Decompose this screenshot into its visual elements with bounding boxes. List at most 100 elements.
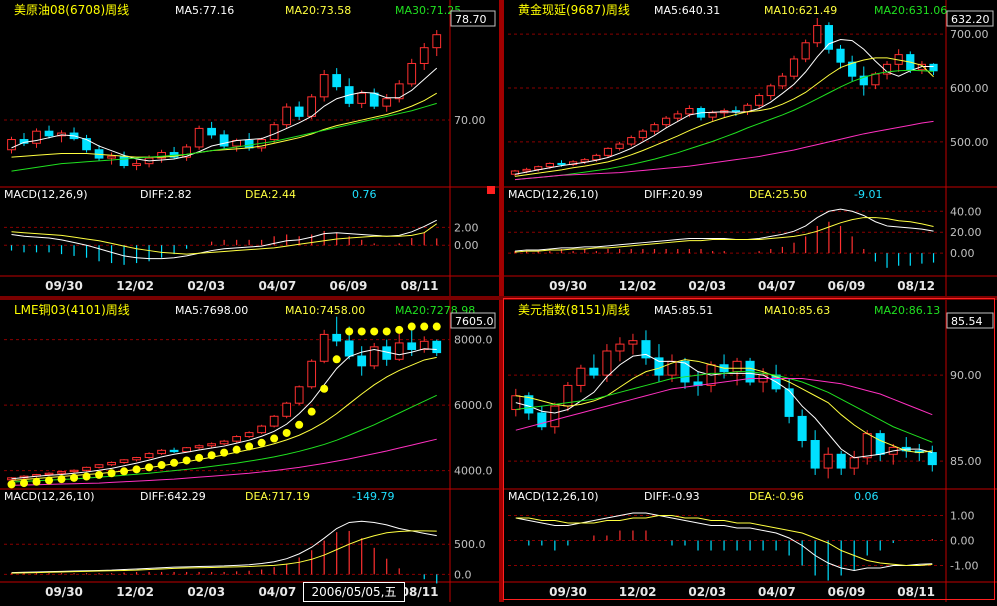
sar-dot [70, 473, 79, 482]
candle-body [849, 457, 859, 469]
x-date-label: 02/03 [688, 279, 726, 293]
price-tick-label: 85.00 [950, 455, 982, 468]
sar-dot [182, 456, 191, 465]
candle-body [294, 386, 304, 404]
ma-line-ma5 [11, 67, 438, 162]
candle-body [32, 130, 41, 144]
macd-hist-value: -149.79 [352, 490, 394, 503]
sar-dot [432, 322, 441, 331]
candle-body [232, 436, 242, 442]
candle-body [731, 110, 740, 113]
chart-panel-crude-oil[interactable]: 美原油08(6708)周线 MA5:77.16 MA20:73.58 MA30:71.… [0, 0, 499, 296]
macd-tick-label: 20.00 [950, 226, 982, 239]
last-price-box [450, 10, 496, 27]
macd-hist-value: -9.01 [854, 188, 882, 201]
candle-body [419, 47, 429, 64]
macd-dea-value: DEA:-0.96 [749, 490, 804, 503]
candle-body [615, 143, 624, 149]
candle-body [269, 124, 279, 141]
ma-label-2: MA30:71.25 [395, 4, 461, 17]
candle-body [545, 162, 554, 168]
ma-line-ma5 [514, 39, 934, 175]
candle-body [823, 453, 833, 469]
macd-tick-label: 0.00 [950, 247, 975, 260]
candle-body [862, 433, 872, 459]
x-date-label: 06/09 [828, 279, 866, 293]
x-date-label: 08/11 [401, 279, 439, 293]
gold-weekly-chart[interactable]: 黄金现延(9687)周线 MA5:640.31 MA10:621.49 MA20:63… [504, 0, 997, 296]
panel-divider-horizontal[interactable] [0, 296, 997, 300]
price-tick-label: 6000.0 [454, 399, 493, 412]
last-price-box [946, 10, 994, 27]
candle-body [602, 350, 612, 376]
candle-body [592, 154, 601, 161]
x-date-label: 12/02 [116, 585, 154, 599]
candle-body [294, 106, 304, 117]
candle-body [94, 464, 104, 468]
candle-body [319, 74, 329, 98]
candle-body [7, 139, 16, 151]
candle-body [929, 63, 938, 72]
chart-title: 美元指数(8151)周线 [518, 302, 630, 317]
ma-line-ma20 [515, 371, 933, 443]
candle-body [369, 346, 379, 367]
ma-line-ma60 [11, 438, 437, 486]
x-date-label: 09/30 [45, 585, 83, 599]
ma-line-ma10 [514, 57, 934, 177]
macd-label: MACD(12,26,10) [4, 490, 95, 503]
chart-panel-gold[interactable]: 黄金现延(9687)周线 MA5:640.31 MA10:621.49 MA20:63… [504, 0, 997, 296]
price-tick-label: 90.00 [950, 369, 982, 382]
macd-tick-label: 1.00 [950, 510, 975, 523]
candle-body [282, 106, 292, 126]
candle-body [219, 440, 229, 445]
macd-dea-value: DEA:25.50 [749, 188, 807, 201]
candle-body [627, 137, 636, 145]
last-price-box [946, 312, 994, 329]
panel-divider-vertical[interactable] [499, 0, 504, 602]
sar-dot [7, 480, 16, 489]
dollar-index-weekly-chart[interactable]: 美元指数(8151)周线 MA5:85.51 MA10:85.63 MA20:86.1… [504, 300, 997, 602]
ma-line-ma30 [11, 102, 437, 172]
candle-body [680, 360, 690, 383]
candle-body [673, 113, 682, 119]
candle-body [57, 471, 66, 474]
sar-dot [420, 322, 429, 331]
crude-oil-weekly-chart[interactable]: 美原油08(6708)周线 MA5:77.16 MA20:73.58 MA30:71.… [0, 0, 499, 296]
price-tick-label: 8000.0 [454, 334, 493, 347]
sar-dot [295, 420, 304, 429]
candle-body [369, 92, 379, 107]
sar-dot [245, 442, 254, 451]
candle-body [732, 360, 742, 373]
sar-dot [307, 407, 316, 416]
x-date-label: 09/30 [45, 279, 83, 293]
copper-weekly-chart[interactable]: LME铜03(4101)周线 MA5:7698.00 MA10:7458.00 MA2… [0, 300, 499, 602]
candle-body [650, 124, 659, 132]
ma-line-ma10 [515, 359, 933, 454]
candle-body [534, 166, 543, 170]
macd-dea-line [515, 515, 933, 566]
candle-body [589, 367, 599, 376]
candle-body [44, 130, 54, 137]
sar-dot [82, 472, 91, 481]
chart-panel-copper[interactable]: LME铜03(4101)周线 MA5:7698.00 MA10:7458.00 MA2… [0, 300, 499, 602]
sar-dot [257, 438, 266, 447]
candle-body [119, 155, 129, 167]
macd-tick-label: -1.00 [950, 560, 978, 573]
candle-body [307, 360, 317, 388]
sar-dot [332, 355, 341, 364]
sar-dot [320, 384, 329, 393]
candle-body [550, 405, 560, 428]
chart-panel-dollar-index[interactable]: 美元指数(8151)周线 MA5:85.51 MA10:85.63 MA20:86.1… [504, 300, 997, 602]
macd-diff-line [11, 219, 437, 260]
candle-body [69, 469, 79, 473]
price-tick-label: 600.00 [950, 82, 989, 95]
sar-dot [207, 451, 216, 460]
candle-body [244, 139, 254, 149]
candle-body [836, 48, 845, 63]
ma-label-1: MA10:85.63 [764, 304, 830, 317]
candle-body [157, 152, 166, 159]
candle-body [144, 453, 154, 459]
macd-label: MACD(12,26,9) [4, 188, 88, 201]
last-price-value: 7605.0 [455, 315, 494, 328]
candle-body [382, 98, 392, 107]
